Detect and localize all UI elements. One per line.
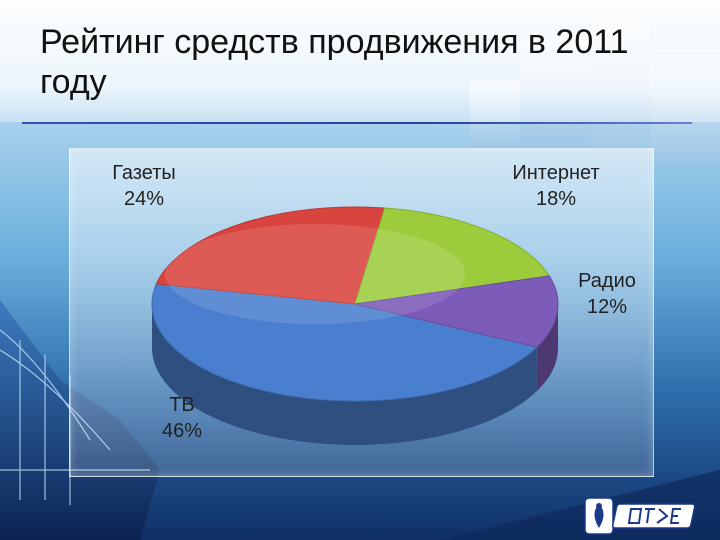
pie-slice-1 xyxy=(155,206,386,305)
pie-slice-3 xyxy=(354,275,559,348)
pie-side-3 xyxy=(536,304,558,392)
data-label-category-2: Интернет xyxy=(512,162,599,184)
pie-side-0 xyxy=(152,304,537,445)
data-label-value-1: 24% xyxy=(124,188,164,210)
university-emblem-icon xyxy=(584,497,614,535)
data-label-value-3: 12% xyxy=(587,296,627,318)
slide-title: Рейтинг средств продвижения в 2011 году xyxy=(40,23,629,101)
university-logo xyxy=(584,497,696,535)
pie-chart: ТВ 46% Газеты 24% Интернет 18% Радио 12% xyxy=(112,162,636,445)
data-label-value-0: 46% xyxy=(162,420,202,442)
data-label-value-2: 18% xyxy=(536,188,576,210)
pie-slice-0 xyxy=(151,283,538,402)
title-band xyxy=(0,0,720,122)
pie-slice-2 xyxy=(354,207,551,305)
chart-panel: ТВ 46% Газеты 24% Интернет 18% Радио 12% xyxy=(69,148,654,477)
vgues-logotype-icon xyxy=(612,503,696,529)
data-label-category-1: Газеты xyxy=(112,162,176,184)
title-divider xyxy=(22,122,692,124)
pie-sheen xyxy=(165,224,465,324)
data-label-category-3: Радио xyxy=(578,270,636,292)
data-label-category-0: ТВ xyxy=(169,394,195,416)
